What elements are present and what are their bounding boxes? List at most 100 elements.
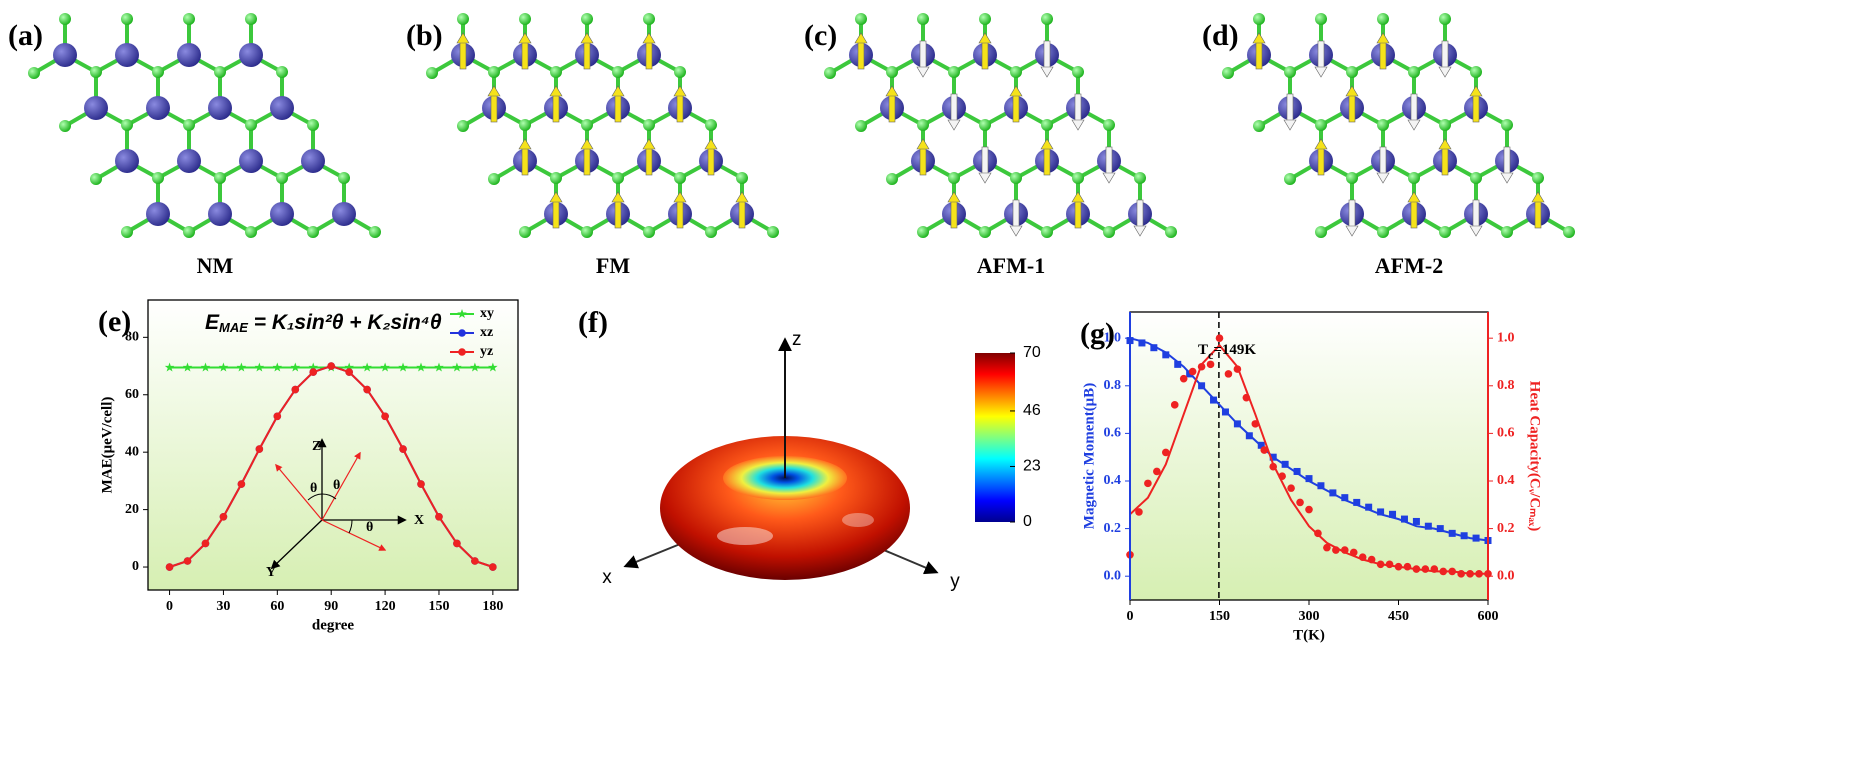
inset-angle: θ (333, 478, 340, 493)
cl-atom (1470, 66, 1482, 78)
spin-arrow-head (1531, 191, 1545, 203)
cl-atom (121, 119, 133, 131)
data-point (1150, 344, 1158, 352)
cl-atom (612, 172, 624, 184)
spin-arrow-head (1040, 66, 1054, 78)
data-point (1144, 479, 1152, 488)
cl-atom (426, 67, 438, 79)
data-point (1260, 446, 1269, 454)
spin-arrow (614, 93, 622, 123)
spin-arrow-head (549, 85, 563, 97)
spin-arrow (583, 40, 591, 70)
cl-atom (643, 226, 655, 238)
spin-arrow (1074, 199, 1082, 229)
spin-arrow (1348, 93, 1356, 123)
x-axis-label: degree (312, 617, 355, 633)
metal-atom (208, 96, 232, 120)
annotation-sub: c (1208, 348, 1214, 362)
cl-atom (307, 119, 319, 131)
cl-atom (214, 172, 226, 184)
spin-arrow (738, 199, 746, 229)
data-point (291, 385, 300, 394)
x-tick-label: 0 (166, 599, 173, 614)
spin-arrow (950, 199, 958, 229)
cl-atom (886, 66, 898, 78)
spin-arrow (552, 93, 560, 123)
spin-arrow (1472, 199, 1480, 229)
metal-atom (270, 202, 294, 226)
x-tick-label: 0 (1127, 609, 1134, 624)
legend-label: xy (480, 306, 494, 321)
legend-label: xz (480, 325, 493, 340)
spin-arrow-head (854, 32, 868, 44)
x-tick-label: 120 (375, 599, 396, 614)
cl-atom (1284, 66, 1296, 78)
cl-atom (307, 226, 319, 238)
cl-atom (369, 226, 381, 238)
cl-atom (59, 120, 71, 132)
spin-arrow (950, 93, 958, 123)
data-point (254, 362, 265, 372)
cl-atom (59, 13, 71, 25)
cl-atom (1377, 119, 1389, 131)
spin-arrow-head (735, 191, 749, 203)
data-point (1293, 467, 1301, 475)
metal-atom (177, 149, 201, 173)
spin-arrow-head (1071, 119, 1085, 131)
data-point (1174, 360, 1182, 368)
spin-arrow-head (1252, 32, 1266, 44)
y-tick-label: 1.0 (1104, 330, 1122, 345)
cl-atom (1072, 172, 1084, 184)
data-point (237, 480, 246, 488)
cl-atom (1041, 13, 1053, 25)
inset-vector (321, 519, 387, 551)
data-point (183, 557, 192, 565)
spin-arrow (1503, 146, 1511, 176)
colorbar-tick-label: 0 (1023, 513, 1032, 530)
data-point (1412, 517, 1420, 525)
y2-tick-label: 0.4 (1497, 473, 1515, 488)
cl-atom (948, 66, 960, 78)
spin-arrow-head (611, 191, 625, 203)
spin-arrow (888, 93, 896, 123)
spin-arrow-head (673, 85, 687, 97)
spin-arrow-head (1469, 85, 1483, 97)
legend-marker (458, 329, 466, 337)
panel-label: (c) (804, 19, 837, 52)
cl-atom (488, 173, 500, 185)
spin-arrow-head (1102, 172, 1116, 184)
cl-atom (152, 172, 164, 184)
colorbar-tick-label: 46 (1023, 402, 1041, 419)
cl-atom (183, 226, 195, 238)
surface-highlight (717, 527, 773, 545)
spin-arrow-head (611, 85, 625, 97)
cl-atom (1408, 172, 1420, 184)
spin-arrow (583, 146, 591, 176)
cl-atom (550, 66, 562, 78)
data-point (363, 385, 371, 394)
inset-angle: θ (366, 520, 373, 535)
cl-atom (855, 120, 867, 132)
data-point (1153, 467, 1161, 476)
data-point (290, 362, 300, 372)
panel-label: (e) (98, 305, 131, 338)
panel-label: (d) (1202, 19, 1239, 52)
cl-atom (767, 226, 779, 238)
annotation-main: T (1198, 342, 1208, 358)
metal-atom (53, 43, 77, 67)
data-point (489, 563, 497, 571)
spin-arrow (1105, 146, 1113, 176)
spin-arrow (919, 146, 927, 176)
y-tick-label: 60 (125, 387, 139, 402)
metal-atom (208, 202, 232, 226)
y-axis-label: MAE(μeV/cell) (99, 397, 115, 494)
data-point (488, 362, 498, 372)
x-tick-label: 300 (1299, 609, 1320, 624)
cl-atom (948, 172, 960, 184)
x-tick-label: 150 (428, 599, 449, 614)
data-point (219, 512, 228, 521)
cl-atom (1346, 66, 1358, 78)
cl-atom (1103, 226, 1115, 238)
data-point (1365, 503, 1373, 511)
cl-atom (1041, 226, 1053, 238)
